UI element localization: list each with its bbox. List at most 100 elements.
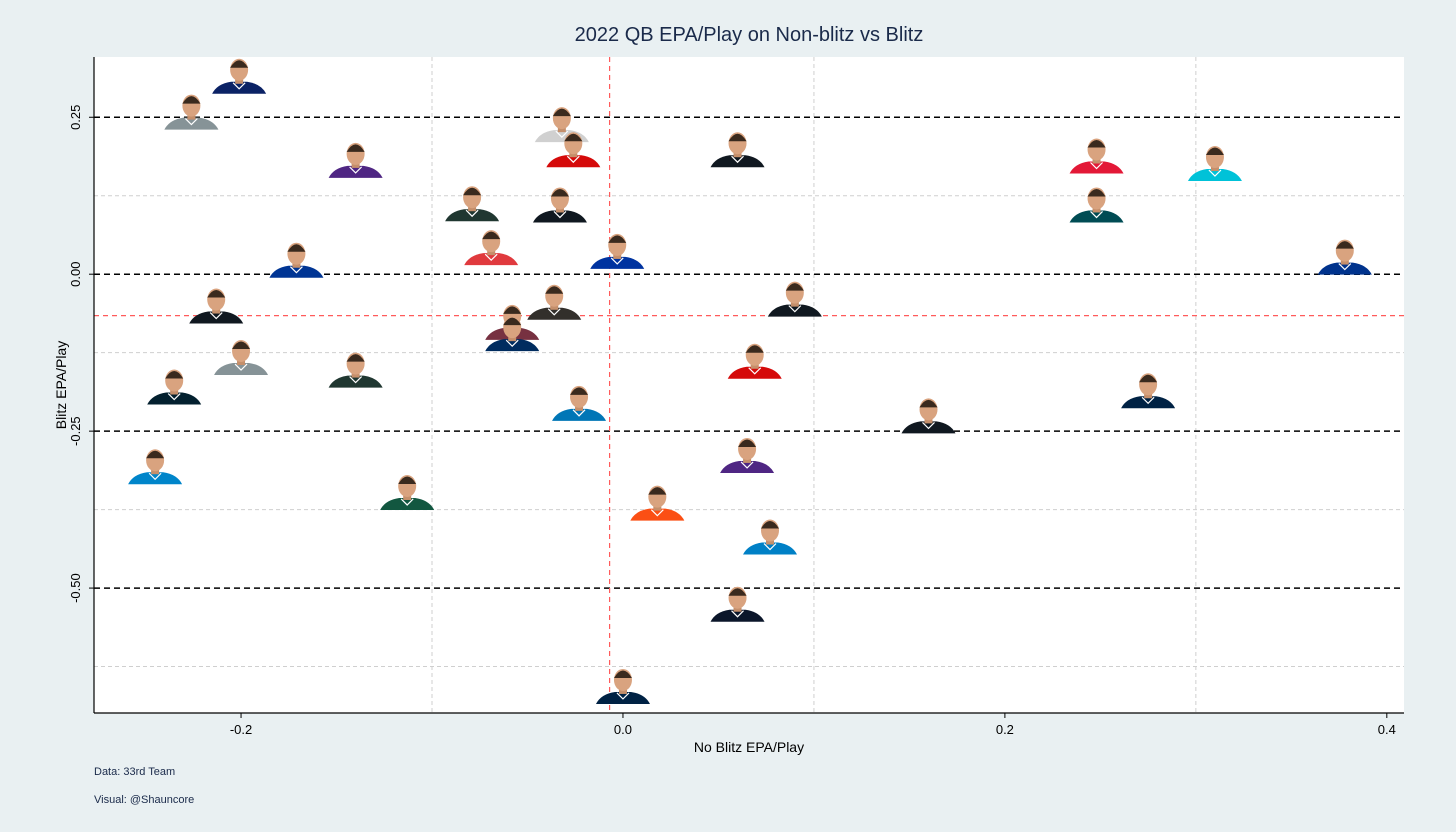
hair-shape [613,670,632,678]
qb-headshot-point [328,352,383,388]
collar-shape [1090,162,1103,170]
qb-headshot-point [546,132,601,168]
qb-headshot-point [1317,239,1372,275]
jersey-shape [189,311,244,324]
collar-shape [555,130,569,138]
collar-shape [1208,169,1222,177]
qb-headshot-point [595,668,650,704]
qb-headshot-point [552,385,607,421]
x-tick-label: 0.4 [1378,722,1396,737]
qb-headshot-point [727,343,782,379]
hair-shape [398,476,417,484]
y-tick-label: -0.50 [68,573,83,603]
jersey-shape [1187,169,1242,182]
hair-shape [463,187,482,196]
qb-headshot-point [630,485,685,521]
jersey-shape [546,155,601,168]
hair-shape [482,231,501,240]
y-tick-label: 0.00 [68,262,83,287]
hair-shape [1087,140,1106,148]
jersey-shape [590,256,645,269]
qb-headshot-point [212,58,267,94]
hair-shape [207,290,226,298]
qb-headshot-point [710,586,765,622]
collar-shape [553,211,567,219]
jersey-shape [527,307,582,320]
jersey-shape [710,609,765,622]
jersey-shape [1069,161,1124,174]
jersey-shape [328,165,383,178]
y-tick-label: -0.25 [68,416,83,446]
hair-shape [550,188,569,197]
collar-shape [763,543,777,551]
jersey-shape [720,460,775,473]
qb-headshot-point [445,186,500,222]
collar-shape [740,461,754,469]
collar-shape [788,305,802,313]
collar-shape [349,376,363,384]
jersey-shape [727,366,782,379]
data-source-caption: Data: 33rd Team [94,766,176,778]
hair-shape [346,354,365,362]
jersey-shape [212,81,267,94]
hair-shape [1335,241,1354,249]
hair-shape [503,306,522,314]
jersey-shape [767,304,822,317]
collar-shape [289,266,303,274]
qb-headshot-point [1069,187,1124,223]
qb-headshot-point [464,230,519,266]
hair-shape [1087,188,1106,197]
jersey-shape [147,392,202,405]
jersey-shape [1121,396,1176,409]
hair-shape [287,244,306,252]
collar-shape [566,155,580,164]
qb-headshot-point [328,142,383,178]
hair-shape [919,399,938,408]
collar-shape [922,421,935,430]
collar-shape [148,472,162,481]
qb-headshot-point [485,316,540,352]
y-tick-label: 0.25 [68,105,83,130]
collar-shape [1338,263,1352,271]
chart-title: 2022 QB EPA/Play on Non-blitz vs Blitz [574,24,924,46]
collar-shape [465,209,479,218]
hair-shape [570,387,589,395]
qb-headshot-point [269,242,324,278]
collar-shape [616,692,630,700]
qb-headshot-point [720,437,775,473]
hair-shape [552,108,571,117]
jersey-shape [1317,262,1372,275]
qb-headshot-point [527,284,582,320]
qb-headshot-point [164,94,219,130]
hair-shape [503,317,522,326]
hair-shape [745,345,764,353]
jersey-shape [445,209,500,222]
qb-headshot-point [1121,373,1176,409]
hair-shape [738,439,757,447]
jersey-shape [1069,210,1124,223]
jersey-shape [595,691,650,704]
qb-headshot-point [710,132,765,168]
jersey-shape [269,265,324,278]
hair-shape [545,286,564,294]
hair-shape [182,96,201,104]
collar-shape [484,253,498,262]
hair-shape [648,487,667,495]
x-tick-label: 0.2 [996,722,1014,737]
collar-shape [731,155,744,164]
collar-shape [167,393,181,401]
hair-shape [346,144,365,152]
hair-shape [608,235,627,243]
jersey-shape [380,497,435,510]
jersey-shape [328,375,383,388]
collar-shape [1141,396,1155,405]
jersey-shape [485,339,540,352]
qb-headshot-point [189,288,244,324]
neck-shape [508,335,517,342]
collar-shape [748,367,762,375]
hair-shape [564,133,583,142]
hair-shape [1205,147,1224,156]
hair-shape [232,341,251,350]
qb-headshot-point [743,519,798,555]
collar-shape [209,312,223,320]
